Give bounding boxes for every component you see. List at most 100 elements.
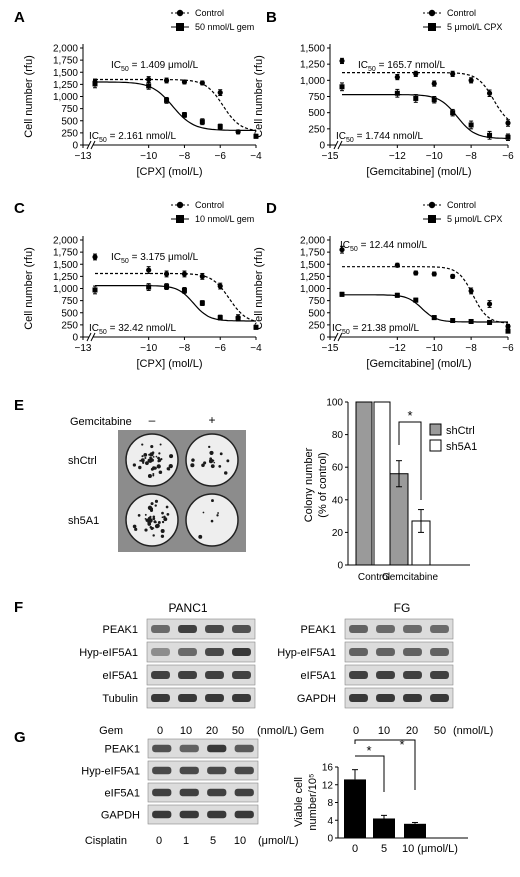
blot-band: [205, 648, 224, 656]
legend-label: Control: [447, 200, 476, 210]
data-point: [217, 315, 223, 321]
colony: [198, 534, 203, 539]
y-tick-label: 40: [332, 495, 344, 506]
y-tick-label: 1,750: [300, 248, 325, 259]
panel-label-g: G: [14, 729, 26, 746]
blot-row-label: GAPDH: [297, 693, 336, 705]
y-tick-label: 1,500: [53, 260, 78, 271]
blot-band: [403, 671, 422, 679]
blot-band: [376, 648, 395, 656]
colony: [160, 528, 165, 533]
x-tick-label: −6: [502, 343, 514, 354]
category-label: Gemcitabine: [382, 572, 439, 583]
colony: [149, 526, 153, 529]
colony: [138, 465, 142, 470]
legend-marker: [428, 215, 436, 223]
y-tick-label: 4: [327, 816, 333, 827]
axis-break: [337, 140, 343, 150]
data-point: [181, 271, 188, 277]
data-point: [339, 84, 345, 90]
x-tick-label: −6: [215, 343, 227, 354]
colony: [161, 511, 164, 515]
unit-label: (nmol/L): [453, 725, 493, 737]
y-tick-label: 20: [332, 528, 344, 539]
blot-band: [234, 744, 254, 753]
blot-band: [234, 766, 254, 775]
blot-band: [207, 766, 227, 775]
data-point: [164, 97, 170, 103]
data-point: [431, 97, 437, 103]
y-tick-label: 500: [61, 308, 78, 319]
x-tick-label: −10: [140, 151, 157, 162]
colony: [145, 461, 149, 466]
colony: [144, 513, 147, 516]
panel-label-a: A: [14, 9, 25, 26]
ic50-bottom: IC50 = 21.38 pmol/L: [332, 323, 419, 336]
colony: [160, 534, 165, 538]
x-axis-label: [CPX] (mol/L): [136, 358, 202, 370]
bar-0: [344, 779, 366, 838]
data-point: [413, 95, 419, 101]
lane-label: 0: [157, 725, 163, 737]
x-tick-label: −15: [322, 151, 339, 162]
blot-strip: [146, 641, 256, 663]
ic50-top: IC50 = 12.44 nmol/L: [340, 240, 427, 253]
y-tick-label: 1,250: [300, 60, 325, 71]
treatment-label: Gem: [300, 725, 324, 737]
significance-bracket: [355, 755, 385, 792]
colony: [161, 516, 164, 519]
y-axis-label: Viable cell: [293, 777, 305, 827]
colony: [156, 464, 161, 469]
colony: [149, 456, 152, 459]
x-tick-label: −13: [75, 151, 92, 162]
colony: [154, 521, 157, 524]
colony: [152, 456, 155, 458]
blot-strip: [146, 687, 256, 709]
unit-label: (nmol/L): [257, 725, 297, 737]
axis-break: [90, 332, 96, 342]
lane-label: 0: [156, 835, 162, 847]
blot-strip: [344, 687, 454, 709]
blot-band: [178, 671, 197, 679]
y-tick-label: 750: [308, 296, 325, 307]
y-tick-label: 1,250: [300, 272, 325, 283]
data-point: [146, 83, 152, 89]
colony: [161, 520, 165, 524]
axis-break: [86, 140, 92, 150]
colony: [165, 505, 169, 509]
lane-label: 20: [206, 725, 218, 737]
x-tick-label: −15: [322, 343, 339, 354]
colony: [150, 458, 154, 462]
data-point: [217, 124, 223, 130]
y-tick-label: 1,500: [300, 260, 325, 271]
panel-label-f: F: [14, 599, 23, 616]
data-point: [468, 122, 474, 128]
data-point: [163, 77, 170, 84]
blot-band: [349, 694, 368, 702]
y-tick-label: 0: [319, 141, 325, 152]
blot-band: [205, 694, 224, 702]
colony: [219, 452, 223, 456]
data-point: [394, 74, 400, 80]
data-point: [450, 110, 456, 116]
blot-band: [430, 648, 449, 656]
y-tick-label: 1,500: [53, 68, 78, 79]
blot-band: [207, 810, 227, 819]
panel-label-b: B: [266, 9, 277, 26]
fit-curve-treated: [95, 81, 256, 131]
lane-label: 1: [183, 835, 189, 847]
legend-label: Control: [195, 200, 224, 210]
data-point: [394, 292, 400, 298]
y-tick-label: 12: [322, 780, 334, 791]
colony: [150, 444, 154, 449]
colony: [149, 452, 154, 457]
data-point: [253, 133, 259, 139]
data-point: [450, 273, 456, 279]
panel-f: PANC1 PEAK1 Hyp-eIF5A1 eIF5A1 Tubulin Gem 0 10 2…: [79, 601, 493, 737]
colony: [137, 514, 141, 517]
colony: [149, 507, 154, 511]
legend-marker: [428, 23, 436, 31]
colony: [150, 502, 154, 506]
data-point: [468, 318, 474, 324]
y-tick-label: 1,750: [53, 248, 78, 259]
